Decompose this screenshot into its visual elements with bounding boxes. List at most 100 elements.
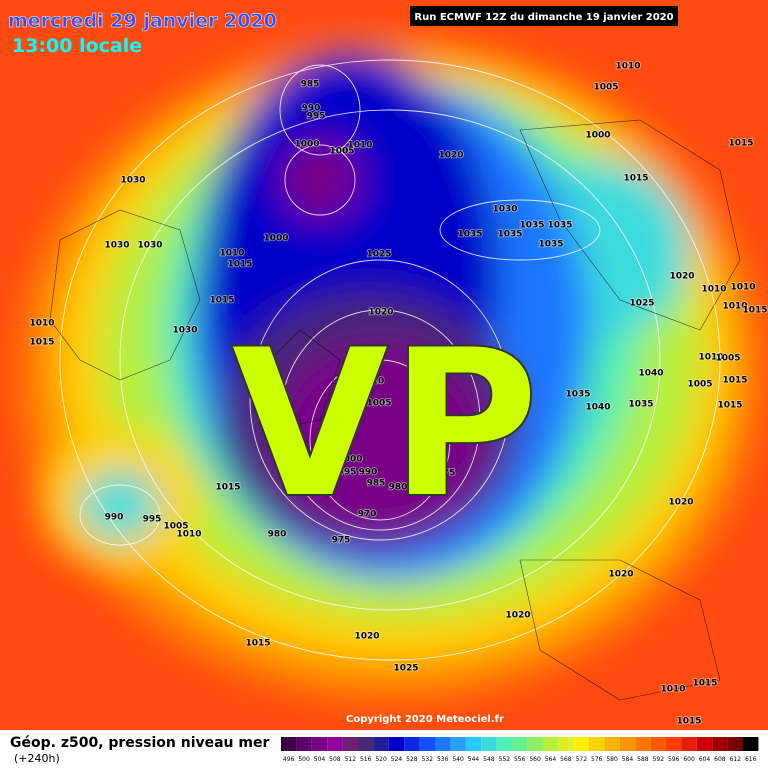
color-swatch [681, 737, 697, 751]
footer-lead: (+240h) [14, 752, 60, 765]
pressure-label: 980 [389, 483, 408, 493]
pressure-label: 1015 [676, 717, 701, 727]
pressure-label: 1015 [227, 260, 252, 270]
pressure-label: 1010 [701, 285, 726, 295]
pressure-label: 1010 [615, 62, 640, 72]
date: mercredi 29 janvier 2020 [8, 10, 277, 32]
color-swatch [604, 737, 620, 751]
color-swatch [727, 737, 743, 751]
pressure-label: 1025 [366, 250, 391, 260]
pressure-label: 1030 [137, 241, 162, 251]
pressure-label: 1015 [29, 338, 54, 348]
footer-title: Géop. z500, pression niveau mer [10, 735, 269, 751]
pressure-label: 975 [437, 469, 456, 479]
color-label: 608 [714, 756, 726, 763]
color-swatch [450, 737, 466, 751]
pressure-label: 1030 [172, 326, 197, 336]
overlay-text: VP [231, 306, 540, 544]
color-swatch [635, 737, 651, 751]
color-swatch [327, 737, 343, 751]
pressure-label: 995 [143, 515, 162, 525]
color-label: 496 [283, 756, 295, 763]
color-swatch [512, 737, 528, 751]
color-label: 564 [545, 756, 557, 763]
pressure-label: 1020 [368, 308, 393, 318]
color-swatch [527, 737, 543, 751]
geopotential-field [0, 0, 768, 730]
color-swatch [419, 737, 435, 751]
pressure-label: 990 [302, 104, 321, 114]
color-label: 568 [560, 756, 572, 763]
run-info: Run ECMWF 12Z du dimanche 19 janvier 202… [414, 12, 673, 23]
color-label: 576 [591, 756, 603, 763]
color-swatch [404, 737, 420, 751]
pressure-label: 970 [358, 510, 377, 520]
pressure-label: 990 [105, 513, 124, 523]
pressure-label: 1040 [585, 403, 610, 413]
pressure-label: 995 [338, 468, 357, 478]
pressure-label: 1020 [669, 272, 694, 282]
color-swatch [358, 737, 374, 751]
pressure-label: 1020 [668, 498, 693, 508]
color-swatch [496, 737, 512, 751]
color-label: 540 [452, 756, 464, 763]
pressure-label: 1015 [215, 483, 240, 493]
color-label: 524 [391, 756, 403, 763]
pressure-label: 985 [367, 479, 386, 489]
color-label: 572 [576, 756, 588, 763]
pressure-label: 1000 [294, 140, 319, 150]
color-swatch [743, 737, 759, 751]
color-swatch [373, 737, 389, 751]
color-swatch [573, 737, 589, 751]
pressure-label: 1010 [347, 141, 372, 151]
pressure-label: 1025 [629, 299, 654, 309]
color-label: 504 [314, 756, 326, 763]
color-swatch [281, 737, 297, 751]
color-label: 580 [606, 756, 618, 763]
pressure-label: 1020 [608, 570, 633, 580]
color-label: 544 [468, 756, 480, 763]
color-swatch [666, 737, 682, 751]
pressure-label: 1030 [104, 241, 129, 251]
color-label: 612 [730, 756, 742, 763]
color-swatch [296, 737, 312, 751]
color-label: 512 [345, 756, 357, 763]
pressure-label: 980 [268, 530, 287, 540]
pressure-label: 985 [301, 80, 320, 90]
pressure-label: 1015 [623, 174, 648, 184]
color-label: 560 [529, 756, 541, 763]
color-swatch [542, 737, 559, 751]
color-scale: 496 500 504 508 512 516 520 524 528 532 536 540 544 5… [281, 737, 759, 763]
pressure-label: 1040 [638, 369, 663, 379]
color-swatch [435, 737, 451, 751]
color-label: 556 [514, 756, 526, 763]
color-swatch [650, 737, 666, 751]
color-label: 604 [699, 756, 711, 763]
pressure-label: 1000 [585, 131, 610, 141]
pressure-label: 1025 [393, 664, 418, 674]
color-swatch [465, 737, 482, 751]
pressure-label: 1000 [337, 455, 362, 465]
pressure-label: 1005 [329, 147, 354, 157]
pressure-label: 1010 [722, 302, 747, 312]
pressure-label: 1015 [245, 639, 270, 649]
time: 13:00 locale [12, 35, 142, 57]
color-swatch [589, 737, 605, 751]
pressure-label: 995 [307, 112, 326, 122]
color-label: 532 [422, 756, 434, 763]
pressure-label: 1015 [728, 139, 753, 149]
pressure-label: 975 [332, 536, 351, 546]
pressure-label: 1015 [742, 306, 767, 316]
color-label: 548 [483, 756, 495, 763]
pressure-label: 1015 [692, 679, 717, 689]
pressure-label: 1035 [565, 390, 590, 400]
color-swatch [696, 737, 713, 751]
color-swatch [311, 737, 328, 751]
pressure-label: 1020 [505, 611, 530, 621]
pressure-label: 1010 [660, 685, 685, 695]
pressure-label: 1030 [492, 205, 517, 215]
pressure-label: 1015 [717, 401, 742, 411]
